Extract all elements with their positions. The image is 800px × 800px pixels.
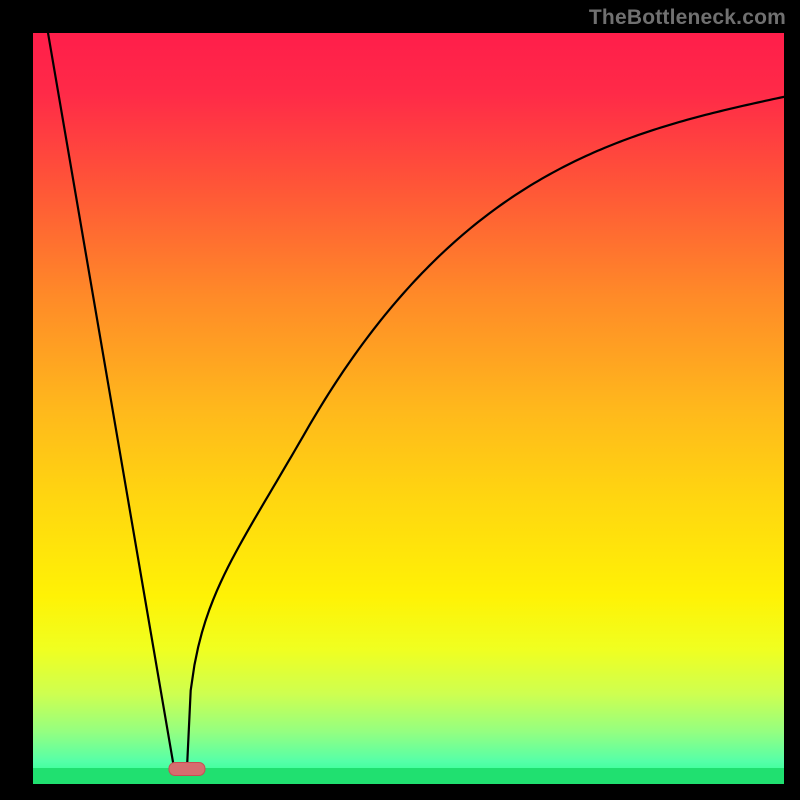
chart-container (33, 33, 784, 784)
vertex-marker (169, 762, 205, 775)
bottom-band (33, 768, 784, 784)
watermark-text: TheBottleneck.com (589, 6, 786, 30)
chart-svg (33, 33, 784, 784)
gradient-background (33, 33, 784, 784)
